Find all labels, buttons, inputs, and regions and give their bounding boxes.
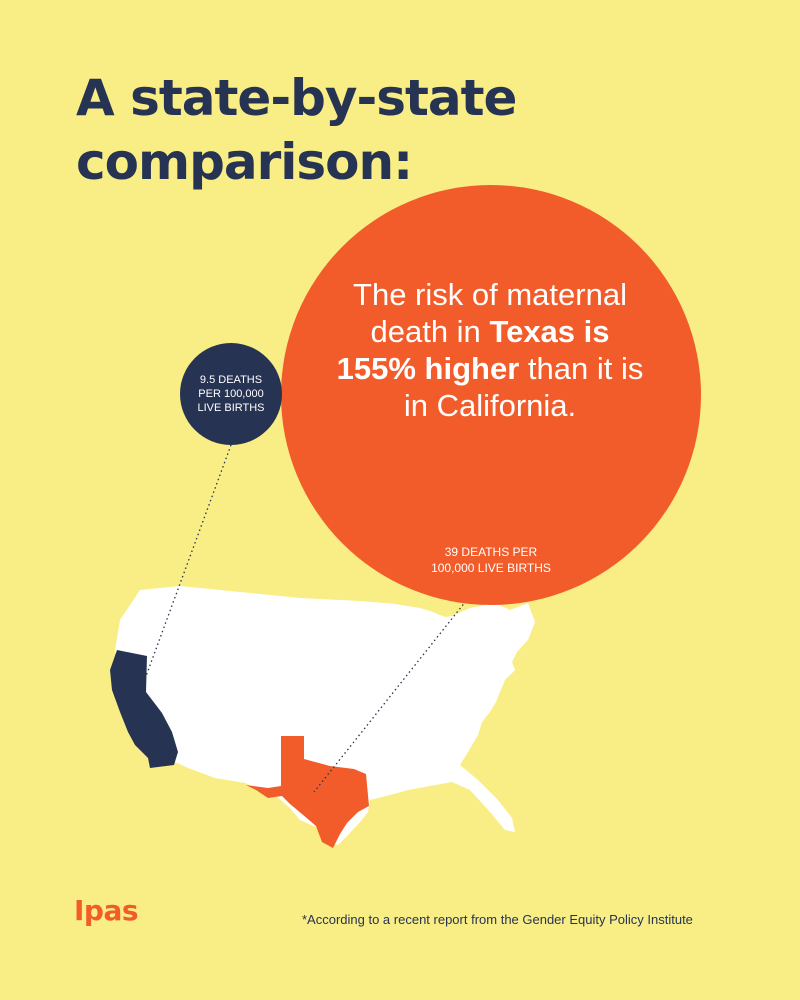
- statement-bold-1: Texas is 155%: [336, 314, 610, 386]
- statement-part-2: than it is in California.: [403, 351, 644, 423]
- risk-statement: The risk of maternal death in Texas is 1…: [330, 276, 650, 424]
- statement-part-1: The risk of maternal death in: [353, 277, 627, 349]
- texas-connector-line: [313, 600, 467, 793]
- us-map-outline: [115, 586, 535, 845]
- statement-bold-2: higher: [424, 351, 520, 386]
- california-state: [110, 650, 178, 768]
- california-stat: 9.5 DEATHS PER 100,000 LIVE BIRTHS: [180, 373, 282, 415]
- california-stat-line-2: PER 100,000: [198, 388, 264, 400]
- california-highlight-circle: [180, 343, 282, 445]
- california-stat-line-1: 9.5 DEATHS: [199, 374, 263, 386]
- texas-stat-line-1: 39 DEATHS PER: [444, 545, 538, 559]
- headline-line-1: A state-by-state: [76, 69, 517, 127]
- headline-line-2: comparison:: [76, 133, 413, 191]
- texas-stat-line-2: 100,000 LIVE BIRTHS: [431, 561, 551, 575]
- texas-highlight-circle: [281, 185, 701, 605]
- texas-state: [246, 736, 369, 848]
- source-footnote: *According to a recent report from the G…: [302, 912, 693, 927]
- texas-stat: 39 DEATHS PER 100,000 LIVE BIRTHS: [400, 544, 582, 576]
- headline: A state-by-state comparison:: [76, 66, 696, 194]
- ipas-logo: Ipas: [74, 894, 139, 927]
- california-stat-line-3: LIVE BIRTHS: [197, 402, 265, 414]
